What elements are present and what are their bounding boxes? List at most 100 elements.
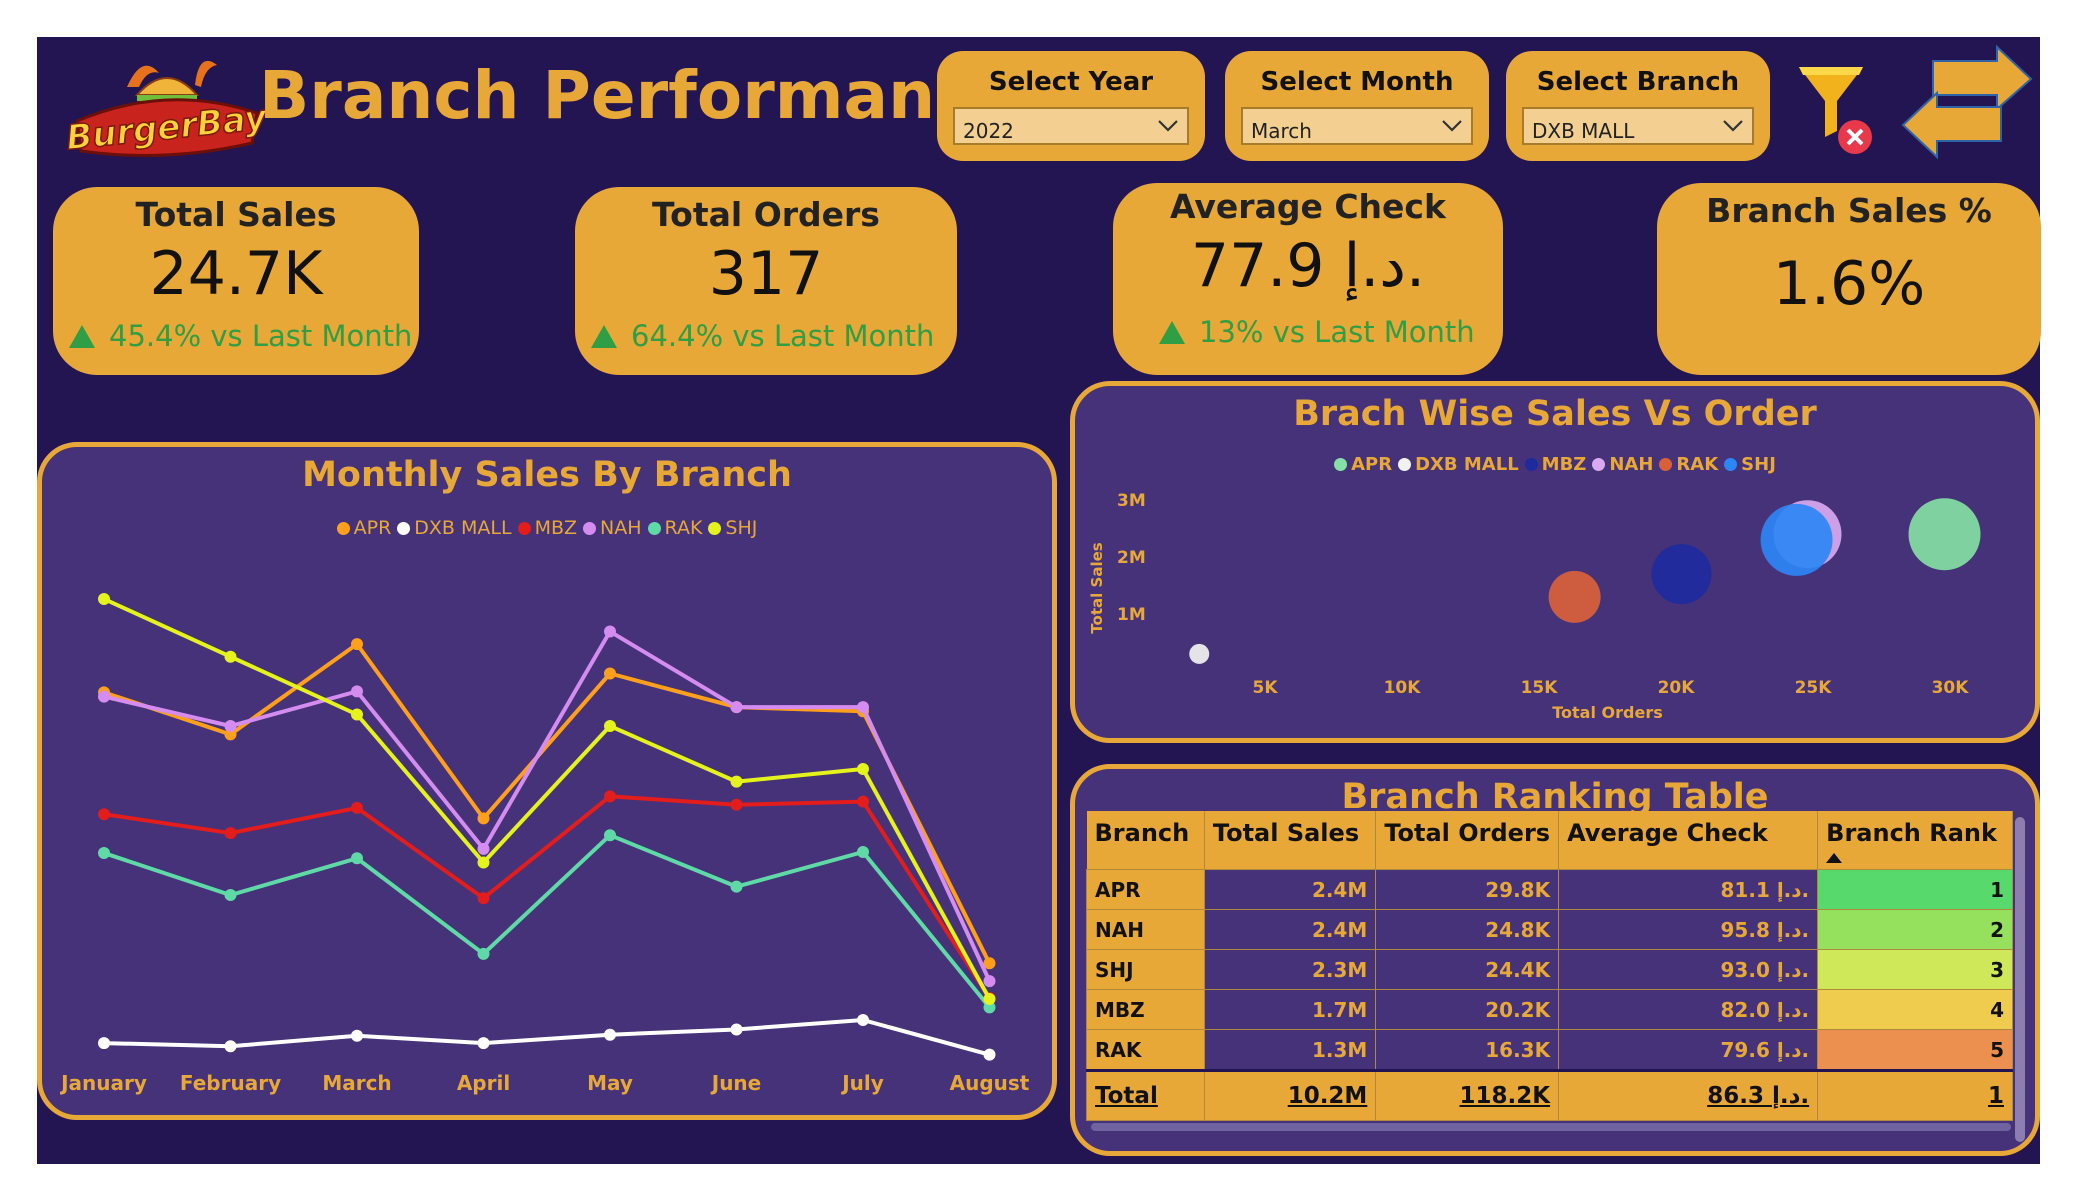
table-row[interactable]: NAH 2.4M 24.8K 95.8 د.إ. 2 [1086,909,2013,950]
legend-item[interactable]: APR [1334,454,1392,475]
data-point[interactable] [604,790,616,803]
data-point[interactable] [983,975,996,988]
legend-dot-icon [1398,458,1412,471]
horizontal-scrollbar[interactable] [1091,1123,2011,1131]
data-point[interactable] [730,775,743,788]
month-select[interactable]: March [1241,107,1473,145]
cell-total-orders: 24.4K [1375,949,1560,990]
clear-filter-icon[interactable] [1793,59,1883,159]
data-point[interactable] [604,667,616,680]
data-point[interactable] [477,842,490,855]
data-point[interactable] [351,708,363,721]
column-header-total-orders[interactable]: Total Orders [1375,811,1560,870]
bubble-dxb-mall[interactable] [1189,643,1210,664]
data-point[interactable] [477,947,490,960]
data-point[interactable] [730,701,743,714]
data-point[interactable] [98,1037,110,1050]
data-point[interactable] [351,685,363,698]
data-point[interactable] [983,993,996,1005]
data-point[interactable] [351,852,363,865]
bubble-rak[interactable] [1548,570,1601,623]
data-point[interactable] [98,847,110,860]
cell-branch: SHJ [1086,949,1205,990]
cell-branch: RAK [1086,1029,1205,1071]
x-tick-label: February [180,1071,281,1095]
data-point[interactable] [477,892,490,905]
branch-ranking-panel: Branch Ranking Table Branch Total Sales … [1070,764,2040,1156]
data-point[interactable] [224,728,237,741]
burgerbay-logo: BurgerBay [67,60,267,159]
column-header-total-sales[interactable]: Total Sales [1204,811,1377,870]
legend-item[interactable]: NAH [583,517,642,539]
table-row[interactable]: SHJ 2.3M 24.4K 93.0 د.إ. 3 [1086,949,2013,990]
data-point[interactable] [983,1001,996,1014]
kpi-value: 1.6% [1772,249,1926,319]
data-point[interactable] [857,701,869,714]
series-line-mbz[interactable] [103,794,992,1000]
data-point[interactable] [857,763,869,776]
data-point[interactable] [604,720,616,732]
cell-branch: MBZ [1086,989,1205,1030]
data-point[interactable] [477,812,490,825]
series-line-nah[interactable] [103,628,992,982]
branch-slicer-label: Select Branch [1536,67,1740,97]
table-row[interactable]: RAK 1.3M 16.3K 79.6 د.إ. 5 [1086,1029,2013,1071]
data-point[interactable] [351,801,363,814]
legend-item[interactable]: MBZ [517,517,577,539]
kpi-title: Average Check [1170,187,1446,226]
column-header-average-check[interactable]: Average Check [1558,811,1819,870]
legend-item[interactable]: RAK [1659,454,1718,475]
data-point[interactable] [983,957,996,970]
monthly-sales-line-chart: January February March April May June July Augu… [59,592,1030,1095]
column-header-branch[interactable]: Branch [1086,811,1205,870]
table-row[interactable]: APR 2.4M 29.8K 81.1 د.إ. 1 [1086,869,2013,910]
table-row[interactable]: MBZ 1.7M 20.2K 82.0 د.إ. 4 [1086,989,2013,1030]
data-point[interactable] [224,1040,237,1053]
data-point[interactable] [857,846,869,858]
legend-item[interactable]: SHJ [1724,454,1776,475]
series-line-dxb-mall[interactable] [103,1017,991,1057]
legend-item[interactable]: MBZ [1524,454,1586,475]
legend-item[interactable]: DXB MALL [1398,454,1519,475]
y-tick-label: 3M [1117,491,1146,511]
column-header-branch-rank[interactable]: Branch Rank [1817,811,2013,870]
series-line-rak[interactable] [103,832,992,1009]
data-point[interactable] [983,1048,996,1061]
cell-branch-rank: 3 [1817,949,2013,990]
legend-item[interactable]: APR [336,517,391,539]
data-point[interactable] [98,808,110,821]
legend-item[interactable]: RAK [647,517,702,539]
data-point[interactable] [351,638,363,651]
data-point[interactable] [730,1023,743,1036]
data-point[interactable] [351,1029,363,1042]
legend-item[interactable]: SHJ [708,517,757,539]
data-point[interactable] [604,625,616,638]
data-point[interactable] [604,1028,616,1041]
data-point[interactable] [224,827,237,840]
data-point[interactable] [857,795,869,808]
data-point[interactable] [224,720,237,732]
bubble-shj[interactable] [1760,503,1833,576]
data-point[interactable] [477,856,490,869]
branch-select[interactable]: DXB MALL [1522,107,1754,145]
data-point[interactable] [857,1014,869,1026]
data-point[interactable] [730,880,743,893]
data-point[interactable] [98,690,110,703]
data-point[interactable] [224,650,237,663]
total-orders: 118.2K [1375,1069,1560,1121]
swap-arrows-icon[interactable] [1897,43,2037,163]
year-select[interactable]: 2022 [953,107,1189,145]
data-point[interactable] [730,798,743,811]
data-point[interactable] [604,829,616,842]
bubble-apr[interactable] [1908,498,1981,571]
data-point[interactable] [224,889,237,902]
legend-item[interactable]: NAH [1592,454,1653,475]
data-point[interactable] [98,592,110,605]
data-point[interactable] [477,1037,490,1050]
series-line-shj[interactable] [103,597,992,1000]
vertical-scrollbar[interactable] [2015,817,2025,1142]
x-tick-label: January [59,1071,147,1095]
legend-item[interactable]: DXB MALL [397,517,512,539]
bubble-mbz[interactable] [1651,544,1712,605]
total-rank: 1 [1817,1069,2013,1121]
